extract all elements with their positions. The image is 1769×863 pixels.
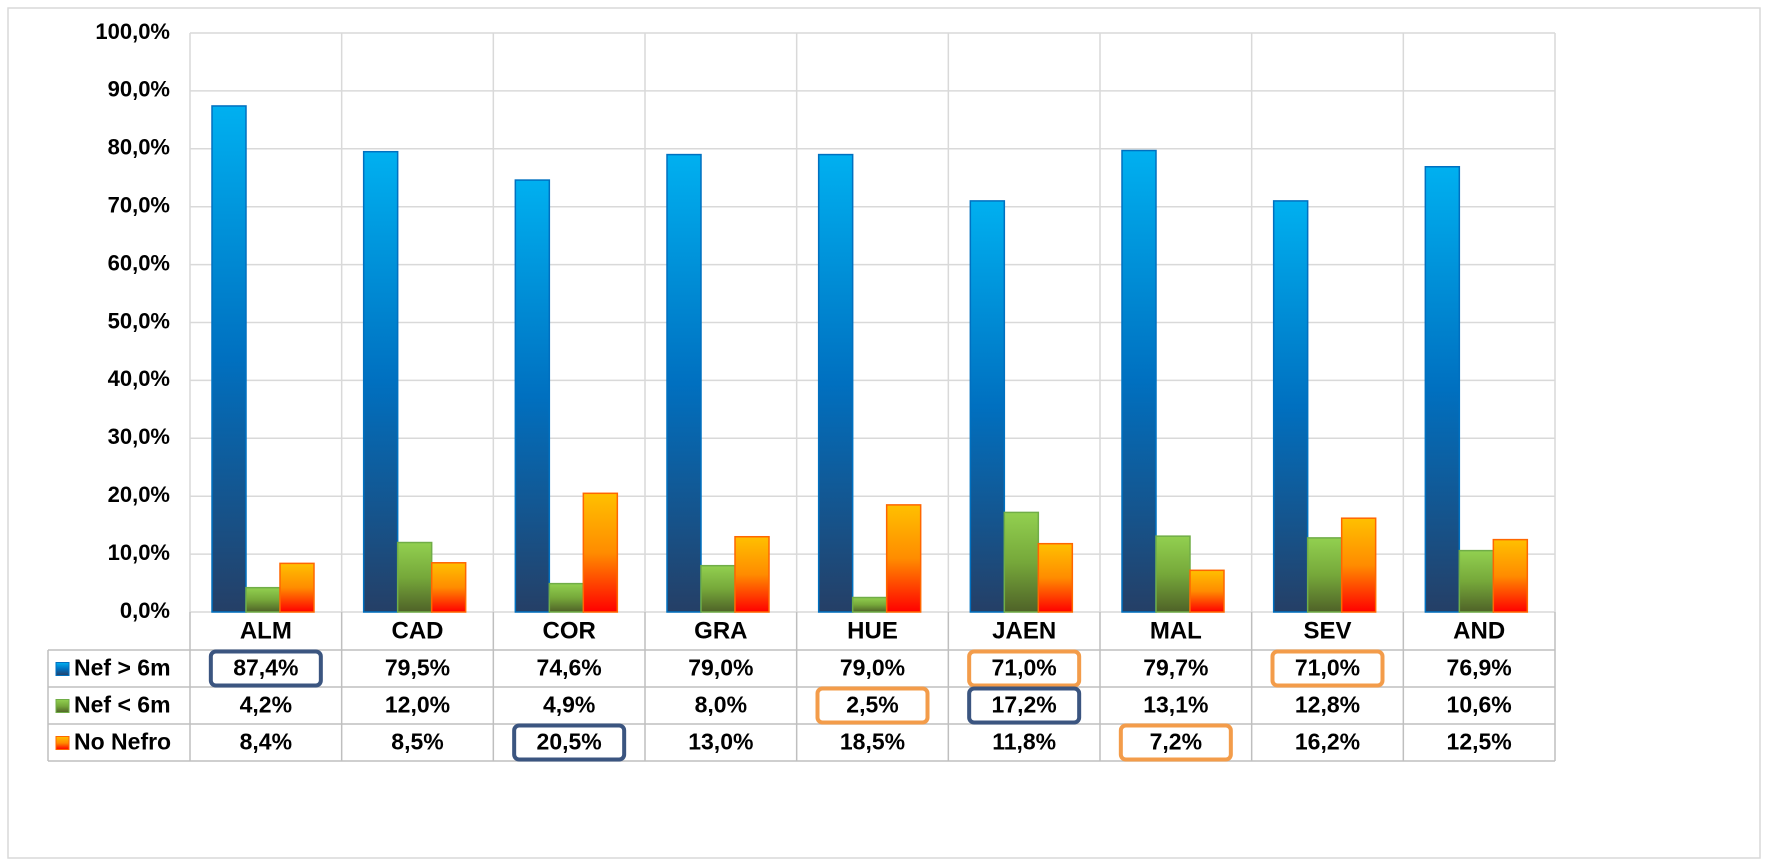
data-label: 16,2% [1295,729,1360,755]
data-label: 4,2% [240,692,292,718]
y-tick-label: 20,0% [108,482,170,507]
bar [817,153,854,613]
bar [851,596,888,613]
bar [1155,535,1191,613]
y-tick-label: 10,0% [108,540,170,565]
x-tick-label: MAL [1150,617,1202,644]
data-label: 8,0% [695,692,747,718]
bar [1272,200,1309,613]
highlight-box [208,649,323,688]
x-tick-label: AND [1453,617,1505,644]
highlight-box [967,686,1082,725]
y-tick-label: 90,0% [108,77,170,102]
data-label: 4,9% [543,692,595,718]
bar [969,200,1006,613]
data-label: 71,0% [1295,655,1360,681]
bar [1121,149,1157,613]
x-tick-label: COR [542,617,595,644]
data-label: 2,5% [846,692,898,718]
bar [1458,549,1495,613]
bar [514,179,551,613]
bar [245,586,281,613]
bar [582,492,619,613]
bar [885,504,922,613]
y-tick-label: 40,0% [108,366,170,391]
data-label: 18,5% [840,729,905,755]
bar [1306,537,1343,613]
data-label: 13,1% [1143,692,1208,718]
legend-marker [55,736,70,750]
data-label: 12,8% [1295,692,1360,718]
chart-border [7,7,1761,859]
legend-label: No Nefro [74,729,171,755]
data-label: 11,8% [992,729,1056,755]
highlight-box [815,686,930,725]
data-label: 79,5% [385,655,450,681]
legend-marker [55,699,70,713]
y-tick-label: 80,0% [108,135,170,160]
y-tick-label: 70,0% [108,193,170,218]
data-label: 17,2% [992,692,1057,718]
x-tick-label: JAEN [992,617,1056,644]
bar [1189,569,1225,613]
bar [396,541,433,613]
data-label: 12,5% [1447,729,1512,755]
data-label: 7,2% [1150,729,1202,755]
data-label: 79,0% [688,655,753,681]
bar [734,535,770,613]
data-label: 76,9% [1447,655,1512,681]
data-label: 87,4% [233,655,298,681]
highlight-box [1270,649,1385,688]
y-tick-label: 50,0% [108,308,170,333]
bar [1424,165,1461,613]
data-label: 12,0% [385,692,450,718]
x-tick-label: HUE [847,617,898,644]
bar [279,562,315,613]
x-tick-label: SEV [1303,617,1351,644]
bar [1340,517,1377,613]
data-label: 10,6% [1447,692,1512,718]
bar [211,105,247,613]
highlight-box [512,723,627,762]
data-label: 8,4% [240,729,292,755]
data-label: 74,6% [537,655,602,681]
y-tick-label: 30,0% [108,424,170,449]
bar [1492,538,1529,613]
bar [362,150,399,613]
data-label: 71,0% [992,655,1057,681]
bar [548,582,585,613]
bar [1003,511,1040,613]
data-label: 79,7% [1143,655,1208,681]
data-label: 8,5% [391,729,443,755]
data-label: 20,5% [537,729,602,755]
legend-label: Nef > 6m [74,655,171,681]
highlight-box [967,649,1082,688]
y-tick-label: 0,0% [120,598,170,623]
x-tick-label: GRA [694,617,747,644]
data-label: 79,0% [840,655,905,681]
highlight-box [1118,723,1233,762]
bar [700,564,736,613]
x-tick-label: ALM [240,617,292,644]
y-tick-label: 100,0% [95,19,170,44]
legend-marker [55,662,70,676]
bar [430,562,467,613]
x-tick-label: CAD [392,617,444,644]
bar [1037,542,1074,613]
bar [666,153,702,613]
y-tick-label: 60,0% [108,250,170,275]
data-label: 13,0% [688,729,753,755]
legend-label: Nef < 6m [74,692,171,718]
